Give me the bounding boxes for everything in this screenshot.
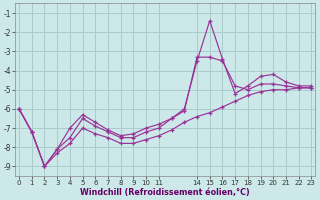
X-axis label: Windchill (Refroidissement éolien,°C): Windchill (Refroidissement éolien,°C)	[80, 188, 250, 197]
